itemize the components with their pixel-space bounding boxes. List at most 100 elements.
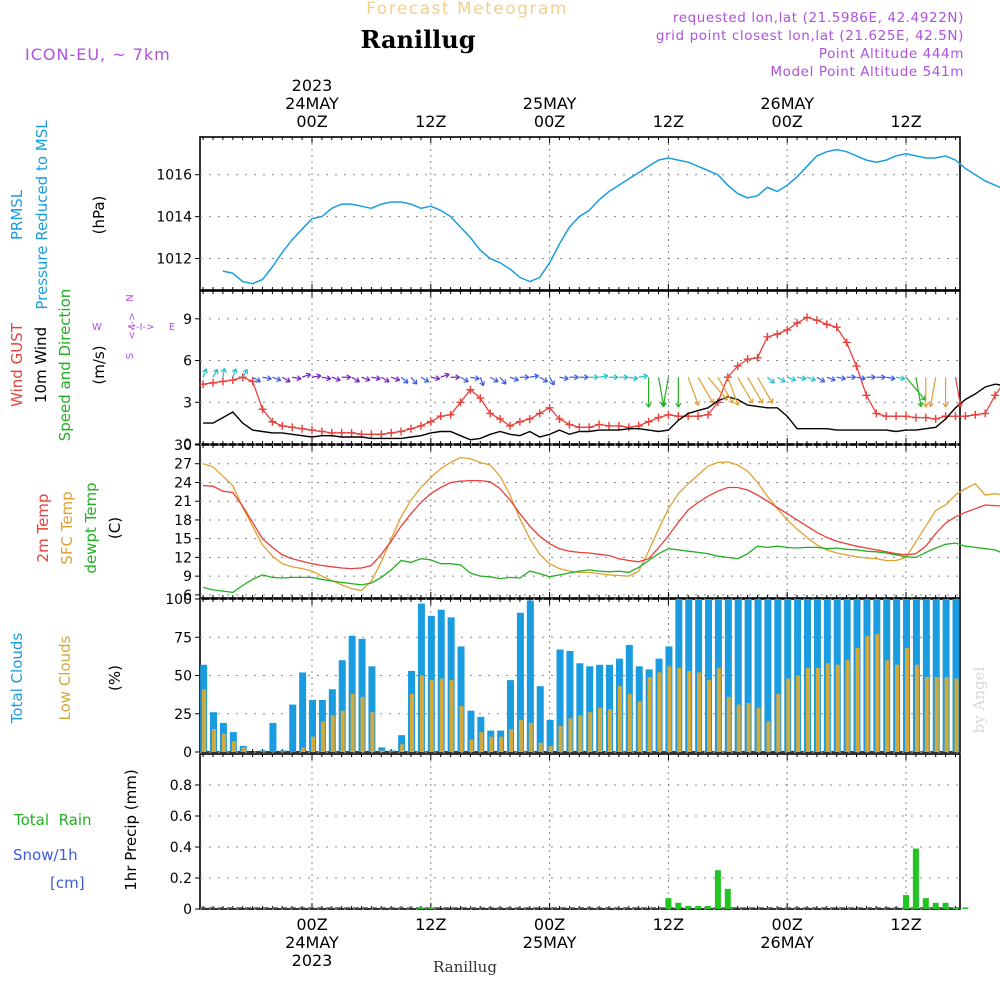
gust-marker	[822, 320, 831, 329]
bottom-time-label: 26MAY	[760, 933, 814, 952]
info-line-3: Point Altitude 444m	[819, 46, 964, 62]
total-cloud-bar	[358, 638, 366, 752]
total-cloud-bar	[388, 750, 396, 752]
wind-arrow	[628, 375, 639, 382]
wind-arrow	[539, 376, 549, 383]
low-cloud-bar	[489, 736, 494, 752]
total-cloud-bar	[942, 599, 950, 752]
wind-arrow	[942, 377, 949, 408]
low-cloud-bar	[855, 647, 860, 752]
precip-axis-label: 1hr Precip (mm)	[122, 769, 140, 890]
low-cloud-bar	[895, 664, 900, 752]
y-tick-label: 18	[174, 513, 192, 529]
wind-arrow	[252, 376, 261, 383]
gust-marker	[397, 427, 406, 436]
y-tick-label: 15	[174, 532, 192, 548]
low-cloud-bar	[588, 712, 593, 752]
gust-marker	[852, 362, 861, 371]
wind-arrow	[905, 376, 926, 401]
low-cloud-bar	[825, 663, 830, 752]
wind-arrow	[866, 374, 876, 381]
wind-arrow	[886, 375, 896, 382]
total-cloud-bar	[576, 663, 584, 752]
gust-marker	[793, 318, 802, 327]
y-tick-label: 100	[165, 592, 192, 608]
top-time-label: 00Z	[772, 112, 803, 131]
info-line-4: Model Point Altitude 541m	[770, 64, 964, 80]
bottom-time-label: 12Z	[653, 915, 684, 934]
gust-marker	[555, 414, 564, 423]
y-tick-label: 30	[174, 438, 192, 454]
bottom-time-label: 12Z	[890, 915, 921, 934]
total-cloud-bar	[269, 722, 277, 752]
info-line-1: requested lon,lat (21.5986E, 42.4922N)	[673, 10, 964, 26]
gust-marker	[456, 398, 465, 407]
y-tick-label: 0.4	[170, 840, 192, 856]
gust-marker	[614, 421, 623, 430]
wind-panel: 0 3 6 9	[183, 290, 1000, 453]
wind-arrow	[242, 368, 248, 378]
total-cloud-bar	[922, 599, 930, 752]
top-time-label: 26MAY	[760, 94, 814, 113]
precip-bar	[942, 902, 949, 909]
clouds-panel: 0 25 50 75 100	[165, 592, 961, 761]
wind-arrow	[390, 376, 401, 382]
low-cloud-bar	[459, 706, 464, 752]
gust-marker	[723, 373, 732, 382]
bottom-time-label: 25MAY	[523, 933, 577, 952]
low-cloud-bar	[806, 667, 811, 752]
low-cloud-bar	[697, 672, 702, 752]
low-cloud-bar	[212, 729, 217, 752]
gust-marker	[535, 409, 544, 418]
gust-marker	[981, 409, 990, 418]
gust-marker	[783, 325, 792, 334]
wind-arrow	[954, 377, 964, 408]
gust-marker	[466, 385, 475, 394]
gust-marker	[377, 430, 386, 439]
sfc-temp-line	[202, 456, 1000, 592]
y-tick-label: 0	[183, 745, 192, 761]
precip-frame	[199, 753, 961, 910]
wind-arrow	[687, 377, 701, 406]
y-tick-label: 75	[174, 630, 192, 646]
panel-label: 10m Wind	[32, 327, 50, 403]
panel-label: Total Clouds	[8, 633, 26, 725]
low-cloud-bar	[410, 693, 415, 752]
low-cloud-bar	[301, 747, 306, 752]
low-cloud-bar	[311, 736, 316, 752]
total-cloud-bar	[734, 599, 742, 752]
wind-arrow	[499, 376, 507, 385]
wind-arrow	[202, 368, 208, 378]
total-cloud-bar	[744, 599, 752, 752]
compass-mid: <-I->	[127, 313, 138, 340]
total-cloud-bar	[259, 750, 267, 752]
low-cloud-bar	[340, 710, 345, 752]
wind-arrow	[836, 375, 846, 382]
wind-panel-labels: Wind GUST 10m Wind Speed and Direction (m/s…	[8, 289, 108, 442]
gust-marker	[258, 405, 267, 414]
wind-arrow	[380, 376, 390, 383]
low-cloud-bar	[429, 680, 434, 752]
total-cloud-bar	[526, 600, 534, 752]
low-cloud-bar	[469, 739, 474, 752]
wind-arrow	[292, 375, 302, 382]
gust-marker	[644, 417, 653, 426]
wind-arrow	[675, 377, 682, 408]
compass-n: N	[125, 294, 136, 301]
clouds-panel-labels: Total Clouds Low Clouds (%)	[8, 633, 124, 725]
wind-arrow	[559, 375, 569, 382]
wind-arrow	[410, 376, 418, 385]
compass-e-mid: <-I->	[128, 322, 155, 333]
total-cloud-bar	[467, 710, 475, 752]
gust-marker	[704, 410, 712, 419]
gust-marker	[585, 423, 594, 432]
gust-marker	[812, 316, 821, 325]
y-tick-label: 9	[183, 569, 192, 585]
wind-arrow	[212, 368, 219, 378]
wind-arrow	[589, 374, 599, 381]
panel-label: PRMSL	[8, 189, 26, 240]
low-cloud-bar	[667, 666, 672, 752]
bottom-time-label: 00Z	[534, 915, 565, 934]
low-cloud-bar	[885, 660, 890, 752]
